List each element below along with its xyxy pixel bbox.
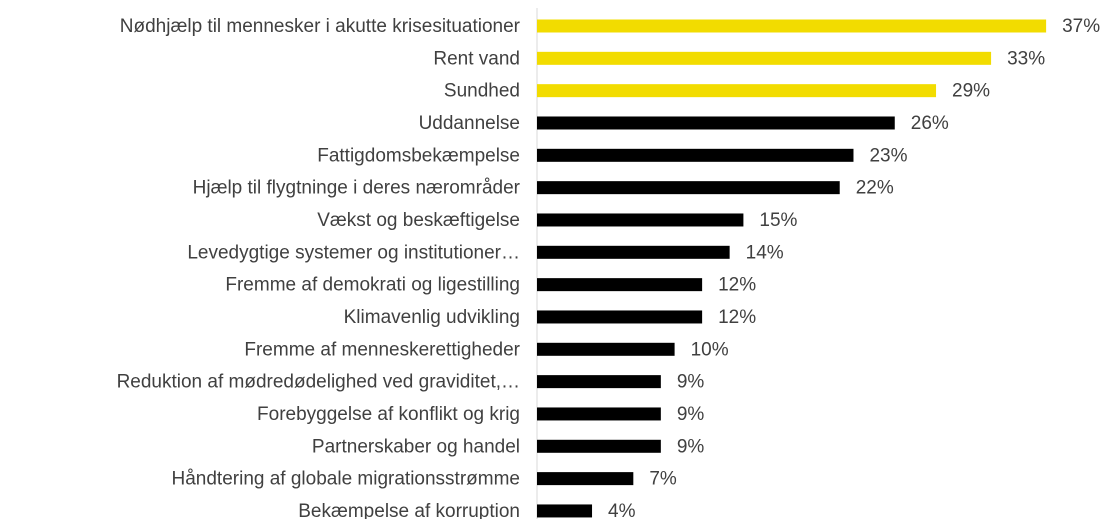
category-label: Forebyggelse af konflikt og krig <box>257 404 520 425</box>
value-label: 9% <box>677 372 705 393</box>
value-label: 22% <box>856 178 894 199</box>
bar <box>537 504 593 518</box>
value-label: 37% <box>1062 16 1100 37</box>
value-label: 14% <box>746 242 784 263</box>
category-label: Bekæmpelse af korruption <box>298 501 520 519</box>
bar <box>537 439 661 453</box>
category-label: Fattigdomsbekæmpelse <box>317 145 520 166</box>
value-label: 15% <box>759 210 797 231</box>
value-label: 9% <box>677 404 705 425</box>
category-label: Fremme af menneskerettigheder <box>244 339 520 360</box>
value-label: 12% <box>718 307 756 328</box>
category-label: Uddannelse <box>419 113 520 134</box>
value-label: 29% <box>952 81 990 102</box>
value-label: 7% <box>649 469 677 490</box>
bar <box>537 116 895 130</box>
value-label: 10% <box>691 339 729 360</box>
value-label: 23% <box>869 145 907 166</box>
value-label: 26% <box>911 113 949 134</box>
category-label: Hjælp til flygtninge i deres nærområder <box>193 178 521 199</box>
category-label: Håndtering af globale migrationsstrømme <box>172 469 521 490</box>
bar <box>537 407 661 421</box>
category-label: Vækst og beskæftigelse <box>317 210 520 231</box>
bar <box>537 213 744 227</box>
category-label: Nødhjælp til mennesker i akutte krisesit… <box>120 16 521 37</box>
category-label: Levedygtige systemer og institutioner… <box>187 242 520 263</box>
category-label: Partnerskaber og handel <box>312 436 520 457</box>
category-label: Rent vand <box>433 48 520 69</box>
bar <box>537 245 730 259</box>
bar <box>537 84 937 98</box>
category-label: Fremme af demokrati og ligestilling <box>225 275 520 296</box>
value-label: 12% <box>718 275 756 296</box>
value-label: 4% <box>608 501 636 519</box>
bar <box>537 148 854 162</box>
bar <box>537 181 840 195</box>
bar <box>537 278 703 292</box>
bar <box>537 472 634 486</box>
category-label: Sundhed <box>444 81 520 102</box>
bar <box>537 310 703 324</box>
value-label: 9% <box>677 436 705 457</box>
bar <box>537 51 992 65</box>
bar <box>537 375 661 389</box>
category-label: Klimavenlig udvikling <box>344 307 520 328</box>
bar <box>537 19 1047 33</box>
category-label: Reduktion af mødredødelighed ved gravidi… <box>117 372 520 393</box>
bar <box>537 342 675 356</box>
value-label: 33% <box>1007 48 1045 69</box>
